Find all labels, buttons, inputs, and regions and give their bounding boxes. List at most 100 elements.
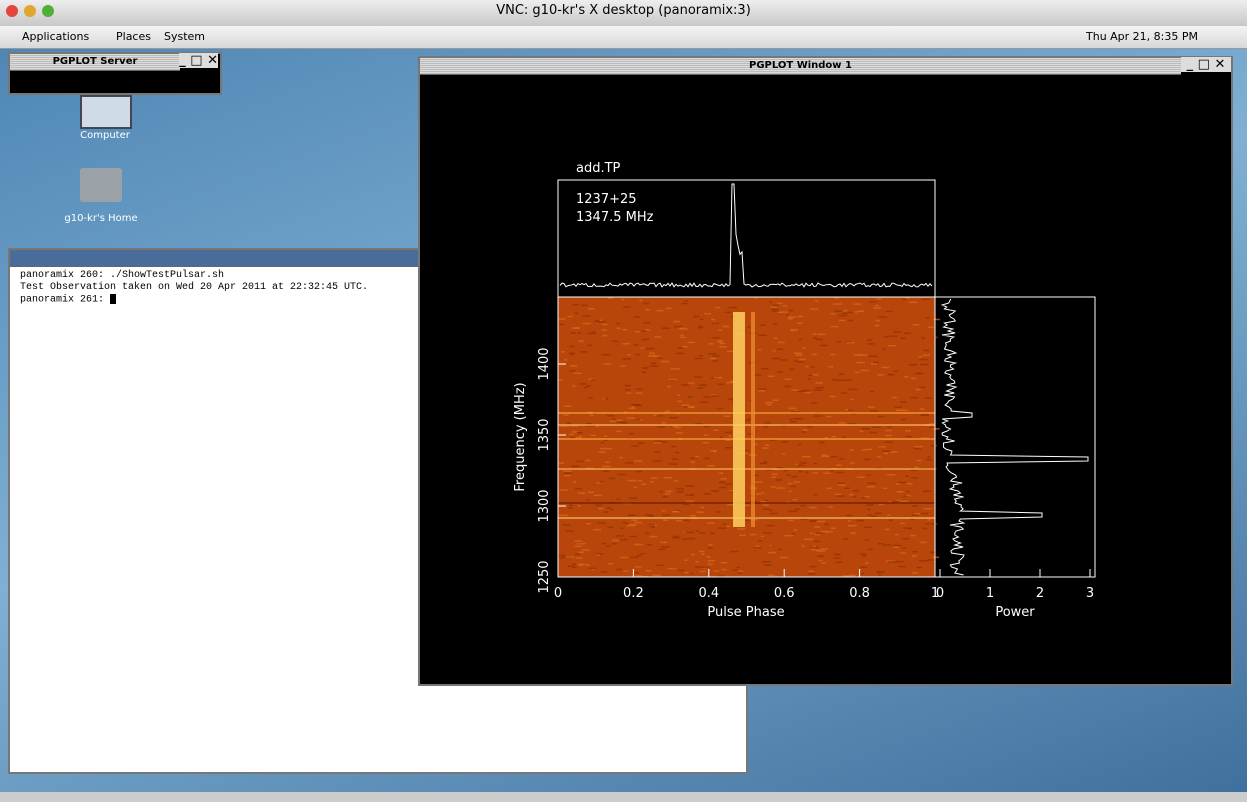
speckle (794, 529, 798, 531)
speckle (793, 499, 798, 501)
speckle (765, 402, 773, 404)
speckle (899, 566, 907, 568)
speckle (603, 363, 611, 365)
menu[interactable]: Applications (22, 26, 89, 48)
power-tick-label: 0 (936, 586, 944, 601)
speckle (600, 571, 607, 573)
speckle (908, 528, 912, 530)
speckle (789, 368, 794, 370)
speckle (570, 332, 575, 334)
speckle (588, 308, 595, 310)
speckle (697, 511, 704, 512)
speckle (673, 321, 680, 323)
speckle (626, 417, 635, 419)
home-icon[interactable] (80, 168, 122, 202)
speckle (848, 320, 853, 322)
speckle (647, 544, 652, 546)
speckle (902, 547, 907, 549)
speckle (683, 346, 688, 348)
speckle (850, 399, 854, 401)
speckle (861, 428, 868, 430)
speckle (913, 324, 920, 326)
speckle (802, 545, 805, 547)
speckle (618, 422, 626, 424)
speckle (638, 480, 642, 482)
speckle (808, 374, 812, 376)
speckle (912, 572, 918, 574)
icon-label[interactable]: g10-kr's Home (41, 213, 161, 224)
speckle (767, 375, 774, 377)
close-button[interactable] (6, 5, 18, 17)
speckle (588, 397, 593, 399)
speckle (661, 546, 669, 548)
computer-icon[interactable] (80, 95, 132, 129)
speckle (727, 351, 733, 353)
speckle (722, 569, 727, 571)
speckle (596, 554, 599, 556)
speckle (605, 462, 610, 464)
speckle (559, 515, 568, 517)
speckle (875, 513, 882, 515)
speckle (623, 329, 627, 331)
speckle (786, 314, 789, 316)
speckle (570, 436, 574, 438)
speckle (875, 325, 880, 327)
speckle (576, 461, 584, 463)
speckle (569, 504, 573, 506)
speckle (798, 316, 804, 318)
speckle (827, 488, 832, 490)
speckle (810, 366, 814, 368)
clock[interactable]: Thu Apr 21, 8:35 PM (1086, 26, 1198, 48)
speckle (843, 575, 850, 577)
speckle (814, 526, 820, 528)
speckle (690, 573, 693, 575)
scrollbar (0, 792, 1247, 802)
speckle (676, 353, 685, 355)
speckle (616, 323, 620, 325)
speckle (810, 532, 813, 534)
speckle (649, 352, 655, 354)
zoom-button[interactable] (42, 5, 54, 17)
window-controls[interactable]: _ □ ✕ (179, 53, 218, 68)
speckle (595, 504, 602, 506)
speckle (909, 302, 918, 304)
speckle (575, 557, 582, 559)
speckle (569, 346, 574, 348)
speckle (654, 441, 660, 443)
speckle (694, 376, 702, 378)
menu[interactable]: Places (116, 26, 151, 48)
speckle (662, 510, 665, 512)
window-title[interactable]: PGPLOT Server (10, 54, 180, 71)
icon-label[interactable]: Computer (45, 130, 165, 141)
speckle (583, 323, 591, 325)
speckle (634, 572, 639, 574)
speckle (558, 379, 563, 381)
speckle (870, 410, 878, 412)
speckle (717, 341, 723, 343)
menu[interactable]: System (164, 26, 205, 48)
speckle (748, 418, 751, 420)
speckle (848, 409, 853, 411)
y-tick-label: 1250 (537, 560, 552, 593)
speckle (844, 488, 850, 490)
speckle (871, 363, 877, 365)
minimize-button[interactable] (24, 5, 36, 17)
power-spectrum (942, 299, 1088, 575)
speckle (625, 389, 631, 391)
band (558, 517, 935, 519)
speckle (868, 406, 875, 408)
speckle (558, 555, 565, 557)
speckle (790, 421, 797, 423)
window-controls[interactable]: _ □ ✕ (1181, 57, 1231, 72)
speckle (788, 318, 793, 320)
speckle (563, 414, 568, 416)
terminal-output[interactable]: panoramix 260: ./ShowTestPulsar.sh Test … (20, 270, 368, 307)
speckle (896, 561, 904, 563)
speckle (758, 334, 767, 336)
speckle (688, 396, 692, 398)
speckle (919, 387, 925, 389)
power-frame (935, 297, 1095, 577)
speckle (572, 567, 577, 569)
speckle (702, 553, 705, 555)
speckle (814, 494, 818, 496)
